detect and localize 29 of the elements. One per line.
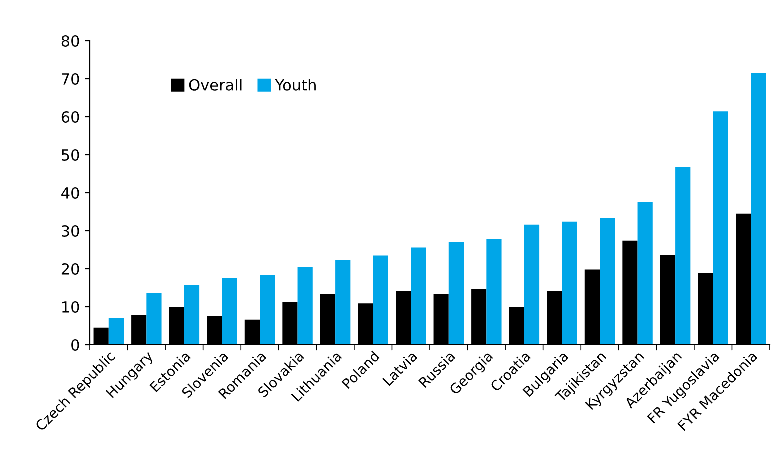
- bar: [524, 224, 540, 345]
- bar: [260, 275, 276, 345]
- bar: [336, 260, 351, 345]
- bar: [562, 222, 578, 345]
- legend-label: Overall: [189, 79, 242, 91]
- y-tick-label: 20: [62, 263, 80, 276]
- bar: [373, 256, 388, 345]
- bar: [146, 292, 162, 345]
- bar: [411, 248, 426, 345]
- y-tick-label: 0: [72, 339, 80, 352]
- bar: [108, 318, 124, 345]
- bar: [298, 267, 313, 345]
- y-tick-label: 50: [62, 149, 80, 162]
- y-tick-label: 10: [62, 301, 80, 314]
- y-tick-label: 70: [62, 73, 80, 86]
- y-tick-label: 80: [62, 35, 80, 48]
- bar: [448, 242, 464, 345]
- bar: [486, 238, 502, 345]
- bar: [751, 73, 766, 345]
- legend-label: Youth: [275, 79, 316, 91]
- bar: [222, 278, 238, 345]
- y-tick-label: 60: [62, 111, 80, 124]
- y-tick-label: 40: [62, 187, 80, 200]
- bar: [600, 218, 616, 345]
- bar: [638, 202, 653, 345]
- y-tick-label: 30: [62, 225, 80, 238]
- bar: [713, 112, 728, 345]
- bar: [184, 284, 200, 345]
- bar: [676, 167, 691, 345]
